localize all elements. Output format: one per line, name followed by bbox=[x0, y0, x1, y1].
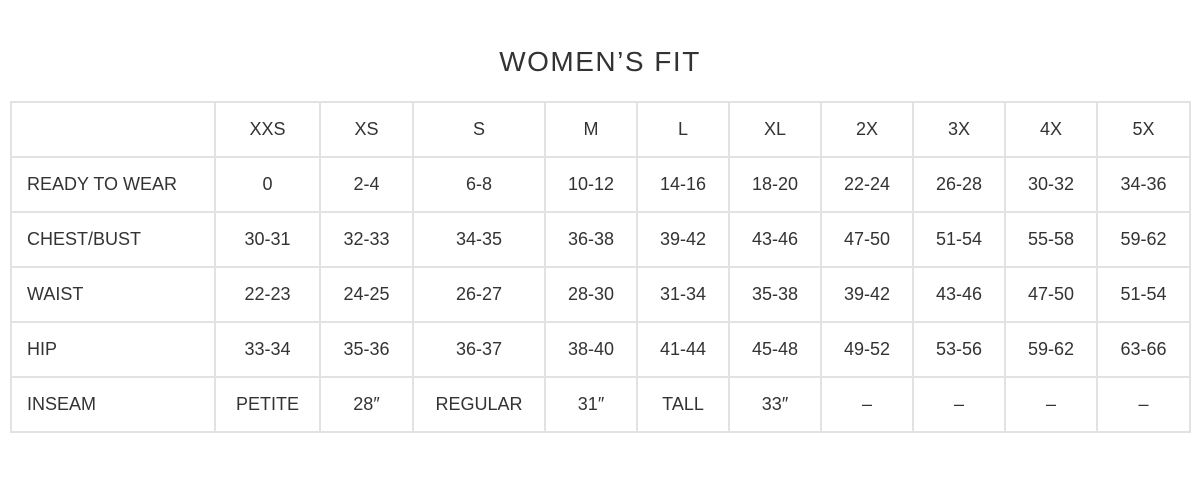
table-cell: TALL bbox=[636, 376, 730, 433]
table-cell: 39-42 bbox=[636, 211, 730, 268]
row-label: INSEAM bbox=[10, 376, 216, 433]
table-cell: 35-36 bbox=[319, 321, 414, 378]
size-header: XXS bbox=[214, 101, 321, 158]
table-cell: 24-25 bbox=[319, 266, 414, 323]
table-cell: 55-58 bbox=[1004, 211, 1098, 268]
table-cell: 33″ bbox=[728, 376, 822, 433]
header-row: XXS XS S M L XL 2X 3X 4X 5X bbox=[10, 101, 1191, 158]
size-header: S bbox=[412, 101, 546, 158]
table-cell: REGULAR bbox=[412, 376, 546, 433]
table-cell: 45-48 bbox=[728, 321, 822, 378]
table-cell: 34-36 bbox=[1096, 156, 1191, 213]
corner-cell bbox=[10, 101, 216, 158]
table-row: CHEST/BUST 30-31 32-33 34-35 36-38 39-42 43-46… bbox=[10, 211, 1191, 268]
size-header: L bbox=[636, 101, 730, 158]
table-cell: 31″ bbox=[544, 376, 638, 433]
table-cell: 22-24 bbox=[820, 156, 914, 213]
table-cell: 28″ bbox=[319, 376, 414, 433]
table-row: WAIST 22-23 24-25 26-27 28-30 31-34 35-38 39-42… bbox=[10, 266, 1191, 323]
page-title: WOMEN’S FIT bbox=[499, 46, 701, 77]
table-row: INSEAM PETITE 28″ REGULAR 31″ TALL 33″ – – – – bbox=[10, 376, 1191, 433]
table-cell: 2-4 bbox=[319, 156, 414, 213]
table-cell: 14-16 bbox=[636, 156, 730, 213]
table-cell: 39-42 bbox=[820, 266, 914, 323]
size-header: XS bbox=[319, 101, 414, 158]
table-cell: 41-44 bbox=[636, 321, 730, 378]
row-label: CHEST/BUST bbox=[10, 211, 216, 268]
table-cell: 0 bbox=[214, 156, 321, 213]
table-cell: 35-38 bbox=[728, 266, 822, 323]
size-header: 3X bbox=[912, 101, 1006, 158]
row-label: WAIST bbox=[10, 266, 216, 323]
row-label: READY TO WEAR bbox=[10, 156, 216, 213]
table-cell: 28-30 bbox=[544, 266, 638, 323]
table-cell: 59-62 bbox=[1004, 321, 1098, 378]
size-header: 5X bbox=[1096, 101, 1191, 158]
table-cell: 49-52 bbox=[820, 321, 914, 378]
size-chart-table: XXS XS S M L XL 2X 3X 4X 5X READY TO WEAR 0 2-4 6-8 10… bbox=[10, 101, 1191, 433]
table-cell: 22-23 bbox=[214, 266, 321, 323]
table-cell: 30-31 bbox=[214, 211, 321, 268]
size-header: 4X bbox=[1004, 101, 1098, 158]
row-label: HIP bbox=[10, 321, 216, 378]
table-cell: 36-37 bbox=[412, 321, 546, 378]
table-cell: 47-50 bbox=[1004, 266, 1098, 323]
table-cell: – bbox=[1004, 376, 1098, 433]
table-cell: 63-66 bbox=[1096, 321, 1191, 378]
table-cell: – bbox=[1096, 376, 1191, 433]
table-cell: 36-38 bbox=[544, 211, 638, 268]
table-cell: 26-27 bbox=[412, 266, 546, 323]
table-cell: 53-56 bbox=[912, 321, 1006, 378]
size-header: 2X bbox=[820, 101, 914, 158]
table-cell: 51-54 bbox=[912, 211, 1006, 268]
table-cell: 43-46 bbox=[728, 211, 822, 268]
table-cell: 10-12 bbox=[544, 156, 638, 213]
table-row: READY TO WEAR 0 2-4 6-8 10-12 14-16 18-20 22-24… bbox=[10, 156, 1191, 213]
table-cell: 32-33 bbox=[319, 211, 414, 268]
table-cell: – bbox=[912, 376, 1006, 433]
table-cell: 34-35 bbox=[412, 211, 546, 268]
table-cell: 33-34 bbox=[214, 321, 321, 378]
table-cell: PETITE bbox=[214, 376, 321, 433]
size-header: M bbox=[544, 101, 638, 158]
size-header: XL bbox=[728, 101, 822, 158]
table-cell: – bbox=[820, 376, 914, 433]
table-cell: 31-34 bbox=[636, 266, 730, 323]
table-cell: 26-28 bbox=[912, 156, 1006, 213]
table-cell: 6-8 bbox=[412, 156, 546, 213]
table-cell: 38-40 bbox=[544, 321, 638, 378]
table-row: HIP 33-34 35-36 36-37 38-40 41-44 45-48 49-52 53… bbox=[10, 321, 1191, 378]
table-cell: 43-46 bbox=[912, 266, 1006, 323]
table-cell: 30-32 bbox=[1004, 156, 1098, 213]
table-cell: 18-20 bbox=[728, 156, 822, 213]
table-cell: 59-62 bbox=[1096, 211, 1191, 268]
table-cell: 51-54 bbox=[1096, 266, 1191, 323]
table-cell: 47-50 bbox=[820, 211, 914, 268]
